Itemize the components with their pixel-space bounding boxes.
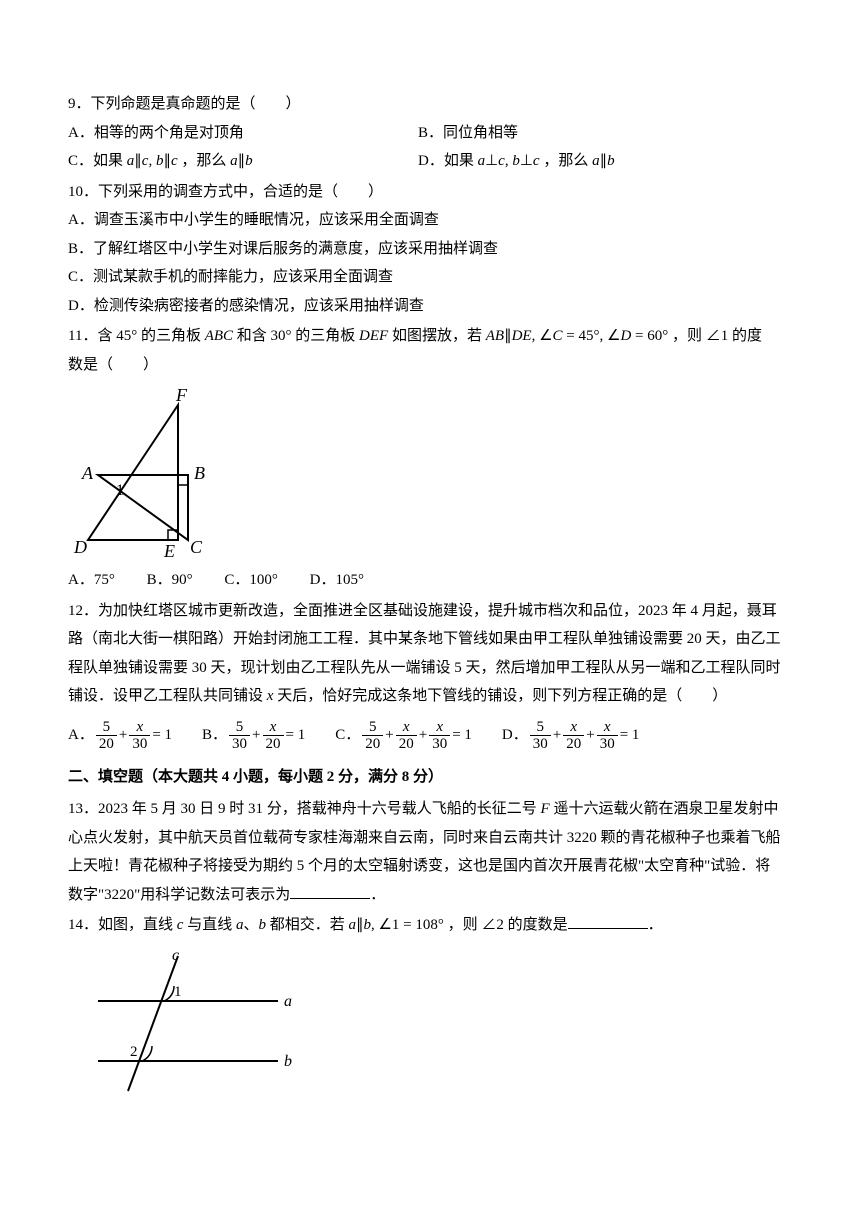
q9-opt-c: C．如果 a∥c, b∥c ，那么 a∥b — [68, 147, 378, 176]
q13-line1: 13．2023 年 5 月 30 日 9 时 31 分，搭载神舟十六号载人飞船的… — [68, 795, 792, 824]
q12-opt-a: A． 520 + x30 = 1 — [68, 719, 172, 753]
q12-opt-d: D． 530 + x20 + x30 = 1 — [502, 719, 640, 753]
svg-text:a: a — [284, 993, 292, 1010]
question-14: 14．如图，直线 c 与直线 a、b 都相交．若 a∥b, ∠1 = 108° … — [68, 911, 792, 1096]
q11-opt-c: C．100° — [224, 566, 278, 595]
svg-text:B: B — [194, 463, 205, 483]
q10-options: A．调查玉溪市中小学生的睡眠情况，应该采用全面调查 B．了解红塔区中小学生对课后… — [68, 206, 792, 320]
svg-text:2: 2 — [130, 1044, 138, 1060]
q9-opt-a: A．相等的两个角是对顶角 — [68, 119, 378, 148]
q12-line4: 铺设．设甲乙工程队共同铺设 x 天后，恰好完成这条地下管线的铺设，则下列方程正确… — [68, 682, 792, 711]
question-10: 10．下列采用的调查方式中，合适的是（ ） A．调查玉溪市中小学生的睡眠情况，应… — [68, 178, 792, 321]
q11-options: A．75° B．90° C．100° D．105° — [68, 566, 792, 595]
svg-text:1: 1 — [116, 482, 124, 499]
svg-text:b: b — [284, 1053, 292, 1070]
q10-opt-c: C．测试某款手机的耐摔能力，应该采用全面调查 — [68, 263, 792, 292]
q12-opt-b: B． 530 + x20 = 1 — [202, 719, 305, 753]
svg-text:F: F — [175, 385, 188, 405]
question-13: 13．2023 年 5 月 30 日 9 时 31 分，搭载神舟十六号载人飞船的… — [68, 795, 792, 909]
q10-opt-b: B．了解红塔区中小学生对课后服务的满意度，应该采用抽样调查 — [68, 235, 792, 264]
section-2-title: 二、填空题（本大题共 4 小题，每小题 2 分，满分 8 分） — [68, 763, 792, 792]
q13-line3: 上天啦！青花椒种子将接受为期约 5 个月的太空辐射诱变，这也是国内首次开展青花椒… — [68, 852, 792, 881]
q11-stem-1: 11．含 45° 的三角板 ABC 和含 30° 的三角板 DEF 如图摆放，若… — [68, 322, 792, 351]
q12-options: A． 520 + x30 = 1 B． 530 + x20 = 1 C． 520… — [68, 719, 792, 753]
q9-options: A．相等的两个角是对顶角 B．同位角相等 — [68, 119, 792, 148]
q9-options-2: C．如果 a∥c, b∥c ，那么 a∥b D．如果 a⊥c, b⊥c ，那么 … — [68, 147, 792, 176]
q11-opt-b: B．90° — [147, 566, 193, 595]
q14-stem: 14．如图，直线 c 与直线 a、b 都相交．若 a∥b, ∠1 = 108° … — [68, 911, 792, 940]
q9-opt-b: B．同位角相等 — [418, 119, 518, 148]
question-11: 11．含 45° 的三角板 ABC 和含 30° 的三角板 DEF 如图摆放，若… — [68, 322, 792, 595]
question-9: 9．下列命题是真命题的是（ ） A．相等的两个角是对顶角 B．同位角相等 C．如… — [68, 90, 792, 176]
q11-stem-2: 数是（ ） — [68, 351, 792, 380]
q12-line3: 程队单独铺设需要 30 天，现计划由乙工程队先从一端铺设 5 天，然后增加甲工程… — [68, 654, 792, 683]
blank-fill-2[interactable] — [568, 914, 648, 929]
q11-opt-d: D．105° — [310, 566, 364, 595]
q12-opt-c: C． 520 + x20 + x30 = 1 — [335, 719, 472, 753]
triangle-diagram-icon: F A B D E C 1 — [68, 385, 243, 560]
svg-text:C: C — [190, 537, 203, 557]
q11-opt-a: A．75° — [68, 566, 115, 595]
q13-line2: 心点火发射，其中航天员首位载荷专家桂海潮来自云南，同时来自云南共计 3220 颗… — [68, 824, 792, 853]
q12-line2: 路（南北大街一棋阳路）开始封闭施工工程．其中某条地下管线如果由甲工程队单独铺设需… — [68, 625, 792, 654]
blank-fill[interactable] — [290, 884, 370, 899]
q9-opt-d: D．如果 a⊥c, b⊥c ，那么 a∥b — [418, 147, 615, 176]
svg-text:D: D — [73, 537, 87, 557]
parallel-lines-diagram-icon: c a b 1 2 — [68, 946, 298, 1096]
q10-opt-a: A．调查玉溪市中小学生的睡眠情况，应该采用全面调查 — [68, 206, 792, 235]
svg-text:A: A — [81, 463, 94, 483]
svg-text:1: 1 — [174, 984, 182, 1000]
svg-text:c: c — [172, 947, 179, 964]
question-12: 12．为加快红塔区城市更新改造，全面推进全区基础设施建设，提升城市档次和品位，2… — [68, 597, 792, 753]
q13-line4: 数字"3220"用科学记数法可表示为． — [68, 881, 792, 910]
q12-line1: 12．为加快红塔区城市更新改造，全面推进全区基础设施建设，提升城市档次和品位，2… — [68, 597, 792, 626]
q9-stem: 9．下列命题是真命题的是（ ） — [68, 90, 792, 119]
svg-text:E: E — [163, 541, 175, 560]
q14-figure: c a b 1 2 — [68, 946, 792, 1096]
q11-figure: F A B D E C 1 — [68, 385, 792, 560]
q10-opt-d: D．检测传染病密接者的感染情况，应该采用抽样调查 — [68, 292, 792, 321]
q10-stem: 10．下列采用的调查方式中，合适的是（ ） — [68, 178, 792, 207]
